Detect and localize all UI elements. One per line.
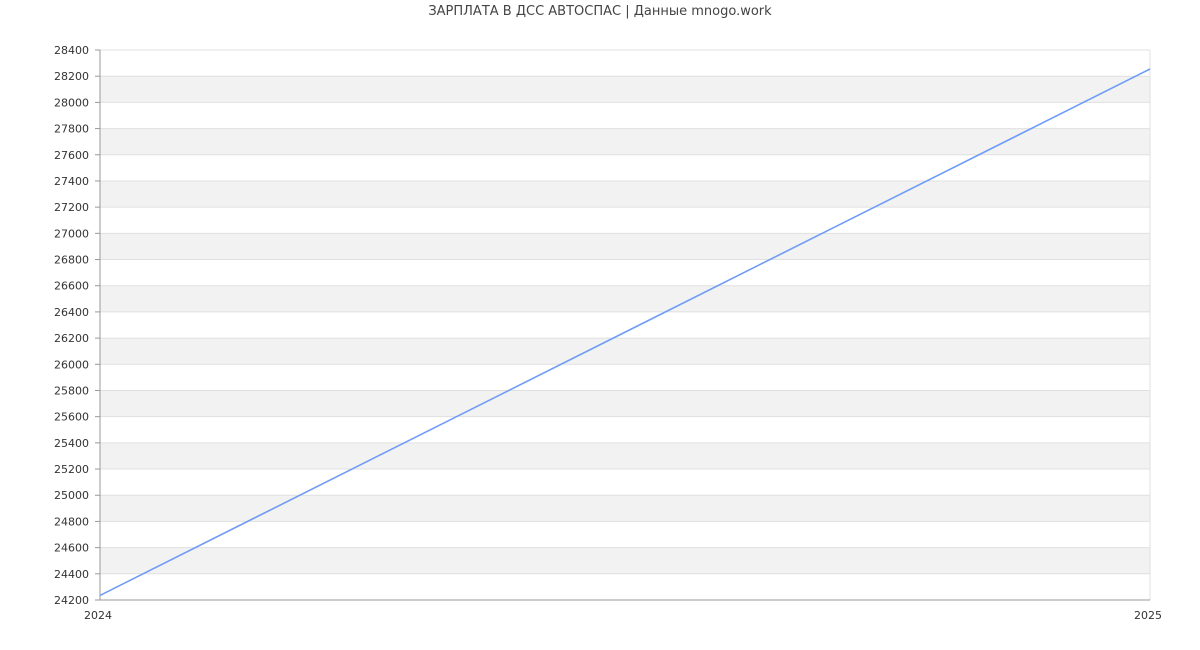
grid-band — [100, 469, 1150, 496]
grid-band — [100, 573, 1150, 600]
grid-band — [100, 416, 1150, 443]
x-tick-label: 2025 — [1134, 609, 1162, 622]
y-tick-label: 26400 — [54, 306, 89, 319]
chart-title: ЗАРПЛАТА В ДСС АВТОСПАС | Данные mnogo.w… — [428, 4, 772, 19]
grid-band — [100, 76, 1150, 103]
y-tick-label: 24400 — [54, 568, 89, 581]
grid-band — [100, 521, 1150, 548]
y-tick-label: 26600 — [54, 280, 89, 293]
y-tick-label: 28000 — [54, 96, 89, 109]
grid-band — [100, 495, 1150, 522]
y-tick-label: 24800 — [54, 515, 89, 528]
y-tick-label: 27400 — [54, 175, 89, 188]
grid-band — [100, 128, 1150, 155]
y-tick-label: 24600 — [54, 542, 89, 555]
grid-band — [100, 102, 1150, 129]
grid-band — [100, 154, 1150, 181]
y-tick-label: 25000 — [54, 489, 89, 502]
y-tick-label: 28400 — [54, 44, 89, 57]
grid-band — [100, 259, 1150, 286]
y-tick-label: 26200 — [54, 332, 89, 345]
y-tick-label: 27600 — [54, 149, 89, 162]
grid-band — [100, 180, 1150, 208]
x-tick-label: 2024 — [84, 609, 112, 622]
y-tick-label: 27800 — [54, 123, 89, 136]
y-tick-label: 25800 — [54, 384, 89, 397]
y-tick-label: 24200 — [54, 594, 89, 607]
y-tick-label: 25600 — [54, 411, 89, 424]
y-tick-label: 28200 — [54, 70, 89, 83]
grid-band — [100, 207, 1150, 234]
grid-band — [100, 233, 1150, 260]
grid-band — [100, 547, 1150, 574]
grid-band — [100, 364, 1150, 391]
y-tick-label: 26800 — [54, 254, 89, 267]
grid-band — [100, 50, 1150, 77]
grid-band — [100, 442, 1150, 470]
y-tick-label: 25200 — [54, 463, 89, 476]
y-tick-label: 25400 — [54, 437, 89, 450]
grid-band — [100, 311, 1150, 339]
grid-band — [100, 338, 1150, 365]
grid-band — [100, 285, 1150, 312]
series-line — [99, 68, 1151, 597]
y-tick-label: 27000 — [54, 227, 89, 240]
y-tick-label: 26000 — [54, 358, 89, 371]
y-tick-label: 27200 — [54, 201, 89, 214]
grid-band — [100, 390, 1150, 417]
